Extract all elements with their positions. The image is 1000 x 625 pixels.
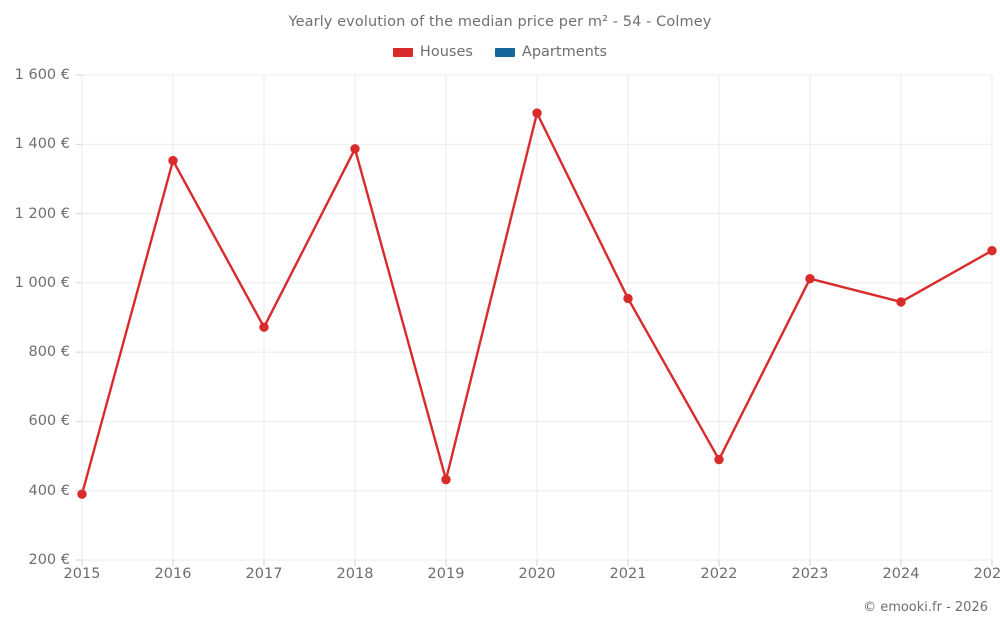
legend-label-houses: Houses: [419, 44, 473, 60]
y-tick-label: 1 200 €: [14, 205, 70, 222]
data-point-houses-2015: [77, 489, 87, 499]
data-point-houses-2016: [168, 155, 178, 166]
x-tick-label: 2019: [427, 566, 465, 582]
data-point-houses-2025: [987, 245, 997, 256]
x-tick-label: 2024: [882, 566, 920, 582]
y-tick-label: 400 €: [28, 482, 70, 499]
x-tick-label: 2016: [154, 566, 192, 582]
y-tick-label: 600 €: [28, 413, 70, 430]
data-point-houses-2017: [259, 322, 269, 332]
x-tick-label: 2021: [609, 566, 647, 582]
chart-title: Yearly evolution of the median price per…: [288, 14, 712, 30]
y-tick-label: 1 000 €: [14, 274, 70, 291]
legend-swatch-houses: [392, 47, 413, 57]
x-tick-label: 2015: [63, 566, 101, 582]
data-point-houses-2023: [805, 274, 815, 284]
y-tick-label: 200 €: [28, 552, 70, 568]
data-point-houses-2018: [350, 144, 360, 154]
series-markers: [77, 108, 997, 499]
x-tick-label: 2023: [791, 566, 829, 582]
x-tick-label: 2017: [245, 566, 283, 582]
data-point-houses-2024: [896, 297, 906, 307]
data-point-houses-2021: [623, 293, 633, 304]
data-point-houses-2019: [441, 474, 451, 485]
x-tick-label: 2025: [973, 566, 1000, 582]
chart-legend: Houses Apartments: [0, 44, 1000, 60]
legend-item-apartments[interactable]: Apartments: [494, 44, 608, 60]
legend-label-apartments: Apartments: [521, 44, 608, 60]
data-point-houses-2020: [532, 108, 542, 118]
y-tick-label: 1 400 €: [14, 136, 70, 153]
x-tick-label: 2022: [700, 566, 738, 582]
y-tick-label: 1 600 €: [14, 67, 70, 83]
y-tick-label: 800 €: [28, 344, 70, 361]
legend-item-houses[interactable]: Houses: [392, 44, 473, 60]
grid-lines: [76, 74, 993, 566]
x-tick-label: 2018: [336, 566, 374, 582]
x-tick-label: 2020: [518, 566, 556, 582]
data-point-houses-2022: [714, 454, 724, 465]
credit-text: © emooki.fr - 2026: [863, 600, 988, 615]
legend-swatch-apartments: [494, 47, 515, 57]
